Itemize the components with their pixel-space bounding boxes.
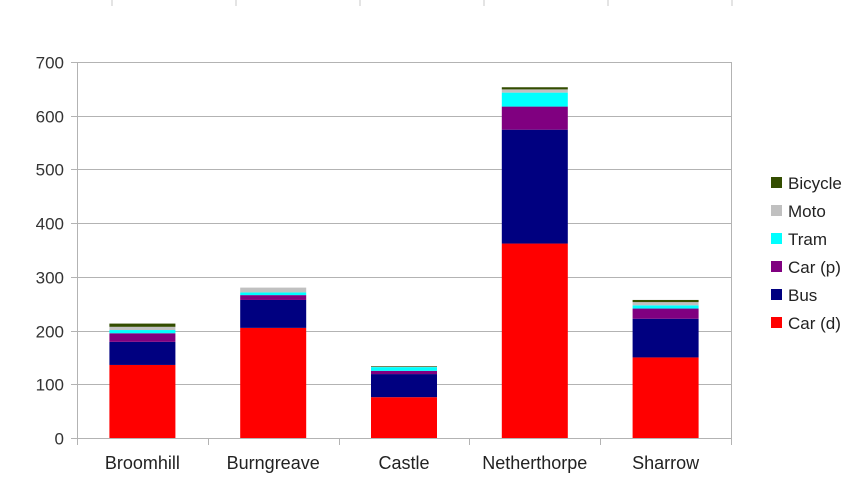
bar-segment [632,357,699,438]
bar-segment [109,364,176,438]
bar-segment [501,89,568,93]
y-tick-label: 400 [36,215,64,234]
y-tick-label: 100 [36,376,64,395]
y-tick-label: 600 [36,108,64,127]
legend-swatch [771,289,782,300]
y-tick-label: 300 [36,269,64,288]
legend-label: Car (p) [788,258,841,277]
bar-segment [371,397,437,438]
x-category-label: Castle [378,453,429,473]
bar-segment [501,243,568,438]
legend: Bicycle Moto Tram Car (p) Bus Car (d) [771,174,842,333]
bar-segment [109,326,176,331]
legend-swatch [771,177,782,188]
bar-segment [501,92,568,107]
bar-segment [371,366,437,367]
bar-segment [501,129,568,244]
legend-label: Bicycle [788,174,842,193]
legend-swatch [771,205,782,216]
bar-segment [240,327,307,438]
x-category-label: Sharrow [632,453,700,473]
x-category-label: Netherthorpe [482,453,587,473]
bar-segment [240,299,307,328]
y-tick-label: 0 [55,430,64,449]
legend-swatch [771,261,782,272]
bar-segment [501,87,568,90]
legend-swatch [771,317,782,328]
x-category-label: Burngreave [227,453,320,473]
bar-segment [371,370,437,375]
bar-segment [240,287,307,293]
bar-segment [109,323,176,327]
legend-label: Car (d) [788,314,841,333]
bar-segment [109,330,176,334]
x-axis: Broomhill Burngreave Castle Netherthorpe Sha… [77,438,732,473]
bars [109,87,699,438]
x-category-label: Broomhill [105,453,180,473]
y-tick-label: 500 [36,161,64,180]
bar-segment [240,292,307,296]
legend-label: Bus [788,286,817,305]
bar-segment [371,367,437,371]
bar-segment [371,366,437,368]
legend-swatch [771,233,782,244]
y-tick-label: 200 [36,323,64,342]
bar-segment [240,295,307,300]
y-axis: 0 100 200 300 400 500 600 700 [36,54,78,449]
bar-segment [109,333,176,342]
legend-label: Tram [788,230,827,249]
bar-segment [501,106,568,130]
y-tick-label: 700 [36,54,64,73]
bar-segment [632,318,699,358]
bar-segment [109,341,176,365]
bar-segment [371,374,437,398]
legend-label: Moto [788,202,826,221]
top-border-ticks [111,0,733,6]
bar-segment [632,302,699,306]
bar-segment [632,308,699,319]
bar-segment [632,299,699,303]
bar-segment [632,305,699,309]
gridlines [77,62,732,439]
